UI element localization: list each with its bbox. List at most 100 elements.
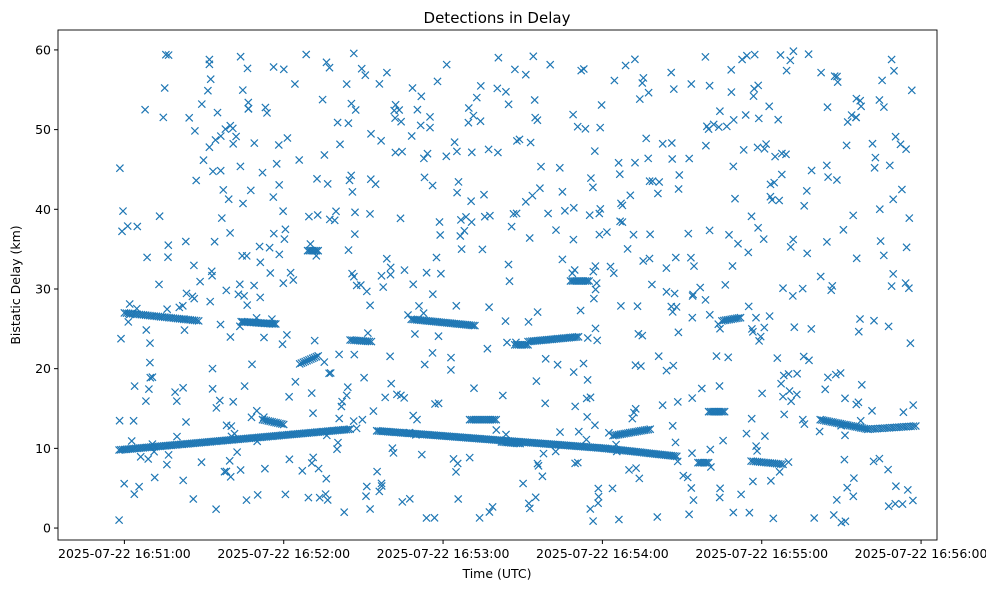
data-point <box>233 448 242 457</box>
data-point <box>839 225 848 234</box>
data-point <box>767 195 777 204</box>
data-point <box>323 495 332 505</box>
data-point <box>522 340 531 349</box>
data-point <box>729 508 738 517</box>
data-point <box>419 309 428 318</box>
data-point <box>516 439 525 448</box>
data-point <box>687 79 696 89</box>
data-point <box>754 114 763 123</box>
data-point <box>679 471 688 480</box>
data-point <box>453 459 462 468</box>
data-point <box>684 229 693 238</box>
data-point <box>456 231 465 241</box>
data-point <box>242 496 251 505</box>
data-point <box>621 61 630 70</box>
data-point <box>290 79 299 89</box>
data-point <box>250 281 259 290</box>
data-point <box>536 162 546 171</box>
data-point <box>673 457 682 466</box>
data-point <box>778 284 788 293</box>
data-point <box>510 340 519 349</box>
data-point <box>638 331 647 340</box>
data-point <box>282 330 291 339</box>
data-point <box>125 299 134 309</box>
data-point <box>638 78 647 88</box>
data-point <box>644 88 653 97</box>
data-point <box>208 167 218 176</box>
data-point <box>727 88 736 97</box>
data-point <box>280 235 289 244</box>
data-point <box>460 226 469 235</box>
data-point <box>887 282 896 291</box>
data-point <box>333 438 343 447</box>
data-point <box>907 86 916 95</box>
data-point <box>488 502 497 511</box>
data-point <box>457 245 466 254</box>
data-point <box>275 180 284 189</box>
data-point <box>582 435 591 444</box>
data-point <box>192 316 201 325</box>
data-point <box>405 428 414 437</box>
data-point <box>181 237 190 246</box>
data-point <box>558 255 567 264</box>
data-point <box>164 450 173 459</box>
data-point <box>456 215 465 224</box>
data-point <box>295 155 304 165</box>
data-point <box>322 58 331 67</box>
data-point <box>830 72 839 81</box>
data-point <box>259 333 269 342</box>
data-point <box>655 177 664 187</box>
x-tick-label: 2025-07-22 16:51:00 <box>58 546 191 561</box>
data-point <box>852 94 861 103</box>
data-point <box>501 430 511 439</box>
data-point <box>530 95 539 105</box>
data-point <box>262 108 272 117</box>
data-point <box>535 184 544 193</box>
data-point <box>391 148 400 157</box>
data-point <box>606 262 615 271</box>
data-point <box>602 228 611 237</box>
data-point <box>342 80 351 89</box>
data-point <box>644 154 653 163</box>
data-point <box>464 118 473 127</box>
data-point <box>340 508 349 517</box>
data-point <box>555 163 564 172</box>
data-point <box>285 392 294 401</box>
data-point <box>377 136 386 145</box>
y-tick-label: 30 <box>35 281 51 296</box>
data-point <box>788 291 797 300</box>
data-point <box>760 144 769 153</box>
y-tick-label: 0 <box>43 521 51 536</box>
data-point <box>428 181 437 190</box>
data-point <box>571 459 580 468</box>
data-point <box>821 385 830 394</box>
data-point <box>267 315 276 324</box>
data-point <box>510 65 519 74</box>
y-axis-label: Bistatic Delay (km) <box>8 225 23 344</box>
x-axis: 2025-07-22 16:51:00 2025-07-22 16:52:00 20… <box>58 540 986 561</box>
data-point <box>115 416 124 425</box>
data-point <box>715 381 724 391</box>
data-point <box>876 237 885 246</box>
data-point <box>751 313 761 322</box>
data-point <box>756 332 765 341</box>
data-point <box>574 427 583 436</box>
data-point <box>635 474 644 483</box>
data-point <box>736 313 745 322</box>
data-point <box>701 52 710 61</box>
data-point <box>738 55 747 64</box>
data-point <box>386 270 395 279</box>
data-point <box>308 409 318 418</box>
data-point <box>350 350 359 359</box>
data-point <box>314 351 323 360</box>
data-point <box>671 438 680 447</box>
data-point <box>521 197 530 206</box>
data-point <box>142 325 151 335</box>
data-point <box>737 490 746 499</box>
data-point <box>899 408 908 417</box>
data-point <box>285 455 294 464</box>
data-point <box>409 280 418 289</box>
data-point <box>171 388 180 397</box>
data-point <box>465 415 474 424</box>
data-point <box>897 185 906 194</box>
